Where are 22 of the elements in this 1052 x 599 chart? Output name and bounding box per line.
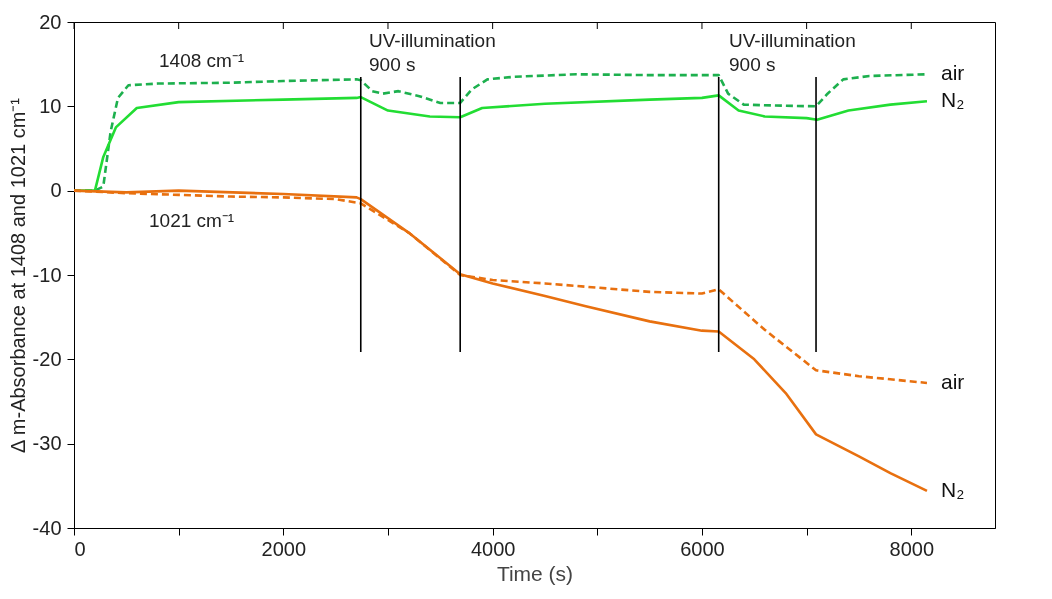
annotation: 1021 cm⁻¹ xyxy=(149,210,235,231)
y-tick-label: -30 xyxy=(32,432,62,455)
series-label: air xyxy=(940,369,965,393)
series-label: air xyxy=(940,61,965,85)
annotation: UV-illumination 900 s xyxy=(729,30,856,75)
annotation: 1408 cm⁻¹ xyxy=(159,50,245,71)
x-tick-label: 2000 xyxy=(261,537,307,560)
y-axis-title: Δ m-Absorbance at 1408 and 1021 cm⁻¹ xyxy=(6,97,29,454)
y-tick-label: -20 xyxy=(32,347,62,370)
x-tick-label: 6000 xyxy=(680,537,725,560)
annotation: UV-illumination 900 s xyxy=(369,30,496,75)
y-tick-label: -40 xyxy=(32,516,62,539)
x-tick-label: 0 xyxy=(74,537,86,560)
x-axis-title: Time (s) xyxy=(496,561,574,585)
series-label: N₂ xyxy=(940,88,965,112)
x-tick-label: 8000 xyxy=(889,537,935,560)
x-tick-label: 4000 xyxy=(470,537,516,560)
series-label: N₂ xyxy=(940,477,965,501)
y-tick-label: -10 xyxy=(32,263,62,286)
y-tick-label: 0 xyxy=(50,179,62,202)
y-tick-label: 20 xyxy=(39,10,62,33)
y-tick-label: 10 xyxy=(39,94,62,117)
